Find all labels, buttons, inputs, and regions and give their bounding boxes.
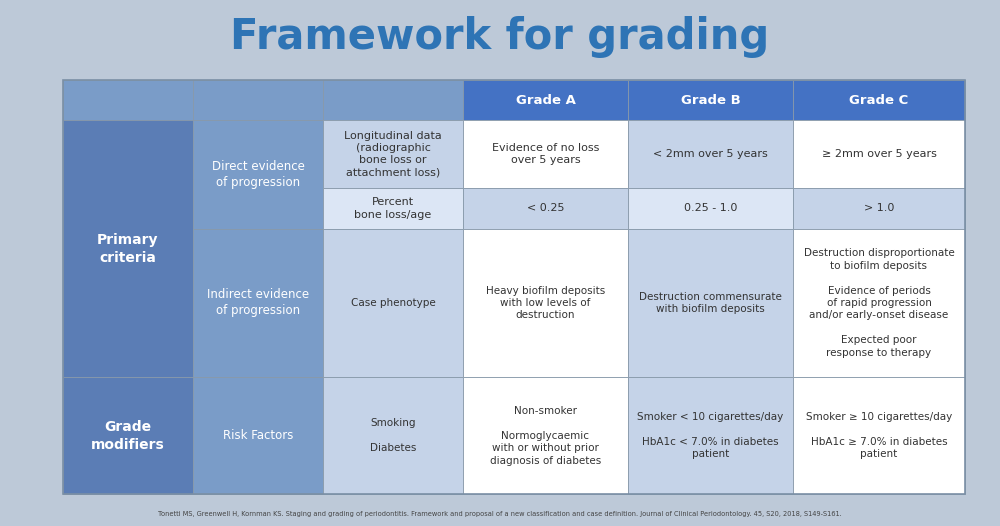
- Bar: [793, 80, 965, 120]
- Bar: [63, 80, 965, 494]
- Bar: [193, 377, 323, 494]
- Text: Percent
bone loss/age: Percent bone loss/age: [354, 197, 432, 219]
- Text: Non-smoker

Normoglycaemic
with or without prior
diagnosis of diabetes: Non-smoker Normoglycaemic with or withou…: [490, 406, 601, 466]
- Bar: [323, 229, 463, 377]
- Bar: [463, 229, 628, 377]
- Text: 0.25 - 1.0: 0.25 - 1.0: [684, 204, 737, 214]
- Bar: [193, 229, 323, 377]
- Text: Grade
modifiers: Grade modifiers: [91, 420, 165, 451]
- Bar: [628, 120, 793, 188]
- Bar: [323, 377, 463, 494]
- Text: Destruction commensurate
with biofilm deposits: Destruction commensurate with biofilm de…: [639, 292, 782, 314]
- Bar: [63, 80, 193, 120]
- Text: Grade B: Grade B: [681, 94, 740, 107]
- Bar: [628, 229, 793, 377]
- Bar: [463, 377, 628, 494]
- Text: ≥ 2mm over 5 years: ≥ 2mm over 5 years: [822, 149, 936, 159]
- Text: Grade C: Grade C: [849, 94, 909, 107]
- Text: Evidence of no loss
over 5 years: Evidence of no loss over 5 years: [492, 143, 599, 166]
- Text: Smoking

Diabetes: Smoking Diabetes: [370, 419, 416, 453]
- Text: Direct evidence
of progression: Direct evidence of progression: [212, 160, 304, 189]
- Text: Primary
criteria: Primary criteria: [97, 233, 159, 265]
- Bar: [628, 188, 793, 229]
- Bar: [463, 188, 628, 229]
- Bar: [463, 120, 628, 188]
- Text: Framework for grading: Framework for grading: [230, 16, 770, 58]
- Bar: [793, 120, 965, 188]
- Bar: [793, 229, 965, 377]
- Text: Indirect evidence
of progression: Indirect evidence of progression: [207, 288, 309, 318]
- Bar: [793, 188, 965, 229]
- Bar: [63, 377, 193, 494]
- Text: Destruction disproportionate
to biofilm deposits

Evidence of periods
of rapid p: Destruction disproportionate to biofilm …: [804, 248, 954, 358]
- Bar: [628, 377, 793, 494]
- Text: > 1.0: > 1.0: [864, 204, 894, 214]
- Text: < 2mm over 5 years: < 2mm over 5 years: [653, 149, 768, 159]
- Text: < 0.25: < 0.25: [527, 204, 564, 214]
- Text: Smoker ≥ 10 cigarettes/day

HbA1c ≥ 7.0% in diabetes
patient: Smoker ≥ 10 cigarettes/day HbA1c ≥ 7.0% …: [806, 412, 952, 460]
- Text: Smoker < 10 cigarettes/day

HbA1c < 7.0% in diabetes
patient: Smoker < 10 cigarettes/day HbA1c < 7.0% …: [637, 412, 784, 460]
- Bar: [793, 377, 965, 494]
- Bar: [193, 120, 323, 229]
- Text: Longitudinal data
(radiographic
bone loss or
attachment loss): Longitudinal data (radiographic bone los…: [344, 130, 442, 178]
- Bar: [323, 188, 463, 229]
- Text: Grade A: Grade A: [516, 94, 575, 107]
- Bar: [323, 120, 463, 188]
- Text: Tonetti MS, Greenwell H, Kornman KS. Staging and grading of periodontitis. Frame: Tonetti MS, Greenwell H, Kornman KS. Sta…: [158, 511, 842, 518]
- Bar: [628, 80, 793, 120]
- Text: Heavy biofilm deposits
with low levels of
destruction: Heavy biofilm deposits with low levels o…: [486, 286, 605, 320]
- Bar: [323, 80, 463, 120]
- Text: Risk Factors: Risk Factors: [223, 429, 293, 442]
- Text: Case phenotype: Case phenotype: [351, 298, 435, 308]
- Bar: [463, 80, 628, 120]
- Bar: [63, 120, 193, 377]
- Bar: [193, 80, 323, 120]
